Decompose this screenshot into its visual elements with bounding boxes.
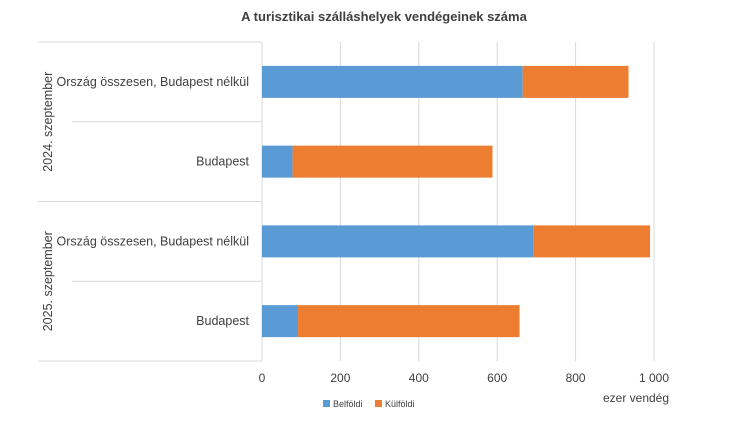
x-tick-label: 400 bbox=[409, 371, 429, 385]
bar-kulfoldi bbox=[533, 225, 651, 258]
group-label: 2025. szeptember bbox=[41, 231, 55, 331]
category-label: Budapest bbox=[196, 314, 249, 328]
legend-swatch bbox=[323, 400, 330, 407]
x-tick-label: 0 bbox=[259, 371, 266, 385]
x-tick-label: 1 000 bbox=[639, 371, 669, 385]
group-labels: 2024. szeptember 2025. szeptember bbox=[41, 72, 55, 332]
x-tick-labels: 0 200 400 600 800 1 000 bbox=[259, 371, 670, 385]
legend: Belföldi Külföldi bbox=[323, 399, 415, 409]
bar-kulfoldi bbox=[522, 65, 629, 98]
x-tick-label: 200 bbox=[330, 371, 350, 385]
legend-label: Belföldi bbox=[333, 399, 363, 409]
bar-kulfoldi bbox=[298, 305, 520, 338]
legend-label: Külföldi bbox=[385, 399, 415, 409]
x-tick-label: 800 bbox=[566, 371, 586, 385]
chart-title: A turisztikai szálláshelyek vendégeinek … bbox=[241, 9, 527, 24]
x-tick-label: 600 bbox=[487, 371, 507, 385]
bar-kulfoldi bbox=[292, 145, 493, 178]
bar-belfoldi bbox=[262, 225, 534, 258]
bar-belfoldi bbox=[262, 305, 299, 338]
category-label: Ország összesen, Budapest nélkül bbox=[57, 75, 249, 89]
bars bbox=[262, 65, 651, 338]
bar-belfoldi bbox=[262, 145, 293, 178]
group-label: 2024. szeptember bbox=[41, 72, 55, 172]
bar-belfoldi bbox=[262, 65, 523, 98]
category-label: Ország összesen, Budapest nélkül bbox=[57, 234, 249, 248]
x-axis-label: ezer vendég bbox=[603, 391, 669, 405]
category-labels: Ország összesen, Budapest nélkül Budapest… bbox=[57, 75, 250, 328]
category-label: Budapest bbox=[196, 155, 249, 169]
legend-swatch bbox=[375, 400, 382, 407]
